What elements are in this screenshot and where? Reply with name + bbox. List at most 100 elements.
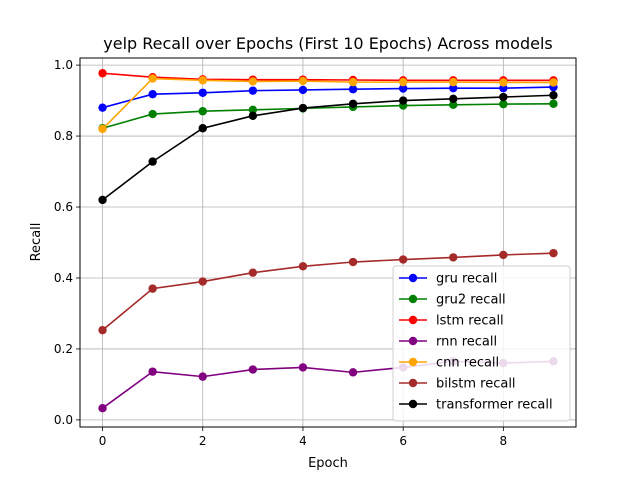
- gru-recall-point: [348, 85, 358, 94]
- gru2-recall-point: [549, 99, 558, 108]
- legend-box: [392, 265, 571, 422]
- legend-entry-lstm-recall: lstm recall: [399, 314, 504, 329]
- transformer-recall-point: [449, 94, 458, 104]
- bilstm-recall-point: [198, 277, 207, 286]
- transformer-recall-point: [148, 157, 157, 166]
- rnn-recall-point: [348, 368, 358, 377]
- legend-swatch-marker: [408, 357, 418, 367]
- gru-recall-point: [98, 103, 107, 112]
- bilstm-recall-point: [549, 248, 558, 258]
- legend-label: transformer recall: [436, 398, 553, 413]
- legend-label: bilstm recall: [436, 377, 516, 392]
- y-tick-label: 0.2: [54, 342, 73, 356]
- cnn-recall-point: [248, 77, 258, 86]
- lstm-recall-point: [98, 69, 107, 78]
- legend-swatch-marker: [408, 378, 418, 388]
- legend-label: gru2 recall: [436, 293, 506, 308]
- x-tick-label: 8: [500, 434, 508, 448]
- series-gru-recall: [98, 82, 558, 112]
- y-tick-label: 0.4: [54, 271, 73, 285]
- cnn-recall-point: [348, 77, 358, 87]
- legend: gru recall gru2 recall lstm recall rnn reca…: [392, 265, 571, 422]
- series-transformer-recall: [98, 91, 558, 205]
- series-bilstm-recall: [98, 248, 558, 335]
- legend-entry-rnn-recall: rnn recall: [399, 335, 497, 350]
- gru2-recall-point: [248, 105, 258, 115]
- y-tick-label: 0.8: [54, 129, 73, 143]
- legend-entry-bilstm-recall: bilstm recall: [399, 377, 516, 392]
- cnn-recall-point: [449, 77, 458, 87]
- legend-swatch-marker: [408, 294, 418, 304]
- x-axis-label: Epoch: [308, 456, 348, 471]
- chart-title: yelp Recall over Epochs (First 10 Epochs…: [103, 34, 553, 53]
- gru-recall-point: [248, 86, 258, 95]
- bilstm-recall-point: [298, 262, 308, 271]
- transformer-recall-point: [248, 111, 258, 121]
- legend-swatch-marker: [408, 336, 418, 346]
- gru2-recall-line: [102, 102, 554, 130]
- gru-recall-point: [449, 83, 458, 93]
- y-tick-label: 0.0: [54, 413, 73, 427]
- legend-label: cnn recall: [436, 356, 499, 371]
- gru2-recall-point: [198, 107, 207, 116]
- legend-swatch-marker: [408, 399, 418, 409]
- bilstm-recall-point: [398, 255, 408, 264]
- transformer-recall-point: [98, 195, 107, 205]
- series-lines: [98, 69, 558, 413]
- legend-entry-gru2-recall: gru2 recall: [399, 293, 506, 308]
- gru-recall-line: [102, 86, 554, 109]
- bilstm-recall-point: [148, 284, 157, 293]
- legend-entry-cnn-recall: cnn recall: [399, 356, 499, 371]
- x-tick-label: 6: [399, 434, 407, 448]
- x-tick-label: 0: [99, 434, 107, 448]
- legend-label: lstm recall: [436, 314, 504, 329]
- axis-ticks: 0 2 4 6 8 0.0 0.2 0.4 0.6 0.8 1.0: [54, 58, 507, 448]
- gru-recall-point: [148, 89, 157, 99]
- rnn-recall-point: [248, 365, 258, 374]
- legend-entry-transformer-recall: transformer recall: [399, 398, 553, 413]
- cnn-recall-point: [549, 78, 558, 87]
- series-cnn-recall: [98, 74, 558, 134]
- cnn-recall-line: [101, 77, 554, 130]
- bilstm-recall-point: [348, 257, 358, 267]
- cnn-recall-point: [148, 74, 157, 83]
- rnn-recall-point: [148, 367, 157, 376]
- y-axis-label: Recall: [29, 223, 44, 262]
- x-tick-label: 2: [199, 434, 207, 448]
- bilstm-recall-point: [449, 253, 458, 262]
- legend-label: gru recall: [436, 272, 497, 287]
- legend-swatch-marker: [408, 315, 418, 325]
- gru-recall-point: [298, 85, 308, 95]
- transformer-recall-point: [549, 91, 558, 100]
- y-tick-label: 1.0: [54, 58, 73, 72]
- bilstm-recall-point: [499, 250, 508, 260]
- transformer-recall-point: [198, 124, 207, 133]
- gru-recall-point: [198, 88, 207, 97]
- legend-entry-gru-recall: gru recall: [399, 272, 497, 287]
- rnn-recall-point: [298, 363, 308, 372]
- bilstm-recall-point: [98, 325, 107, 335]
- rnn-recall-point: [198, 372, 207, 381]
- grid: [80, 58, 576, 427]
- x-tick-label: 4: [299, 434, 307, 448]
- y-tick-label: 0.6: [54, 200, 73, 214]
- transformer-recall-point: [348, 99, 358, 108]
- gru2-recall-point: [449, 100, 458, 110]
- plot-area-frame: [79, 57, 577, 428]
- lstm-recall-line: [102, 72, 554, 82]
- transformer-recall-point: [398, 96, 408, 105]
- legend-swatch-marker: [408, 273, 418, 283]
- transformer-recall-line: [102, 94, 554, 201]
- cnn-recall-point: [499, 78, 508, 87]
- cnn-recall-point: [398, 77, 408, 87]
- bilstm-recall-line: [102, 252, 554, 331]
- transformer-recall-point: [298, 103, 308, 113]
- legend-label: rnn recall: [436, 335, 497, 350]
- rnn-recall-point: [98, 403, 107, 413]
- cnn-recall-point: [198, 76, 207, 85]
- gru2-recall-point: [499, 99, 508, 109]
- transformer-recall-point: [499, 92, 508, 102]
- cnn-recall-point: [298, 76, 308, 86]
- bilstm-recall-point: [248, 268, 258, 277]
